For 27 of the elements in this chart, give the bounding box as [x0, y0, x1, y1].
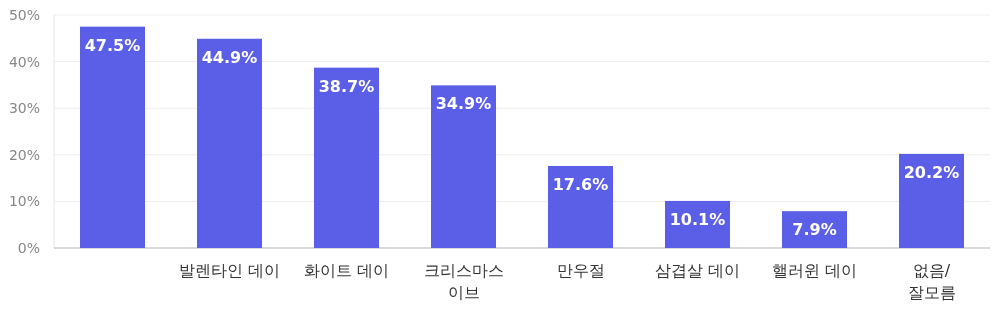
bar — [548, 165, 613, 248]
y-tick-label: 0% — [17, 240, 40, 256]
x-tick-label: 크리스마스 이브 — [423, 261, 504, 302]
y-tick-label: 40% — [8, 53, 40, 70]
bar — [899, 153, 964, 248]
y-tick-label: 50% — [8, 7, 40, 23]
data-label: 17.6% — [552, 174, 609, 194]
x-tick-label: 없음/ 잘모름 — [907, 261, 956, 302]
x-tick-label: 만우절 — [556, 261, 605, 280]
x-tick-label: 핼러윈 데이 — [771, 261, 858, 280]
data-label: 44.9% — [201, 47, 258, 67]
bar — [197, 38, 262, 248]
data-label: 47.5% — [84, 35, 141, 55]
x-tick-label: 삼겹살 데이 — [654, 261, 741, 280]
bar — [314, 67, 379, 248]
x-tick-label: 화이트 데이 — [303, 261, 390, 280]
data-label: 34.9% — [435, 94, 492, 114]
x-tick-label: 발렌타인 데이 — [178, 261, 281, 280]
y-tick-label: 30% — [8, 100, 40, 117]
data-label: 20.2% — [903, 162, 960, 182]
data-label: 38.7% — [318, 76, 375, 96]
y-tick-label: 10% — [8, 193, 40, 210]
data-label: 7.9% — [792, 220, 837, 240]
bar — [431, 85, 496, 248]
y-tick-label: 20% — [8, 146, 40, 163]
bar — [80, 26, 145, 248]
data-label: 10.1% — [669, 209, 726, 229]
